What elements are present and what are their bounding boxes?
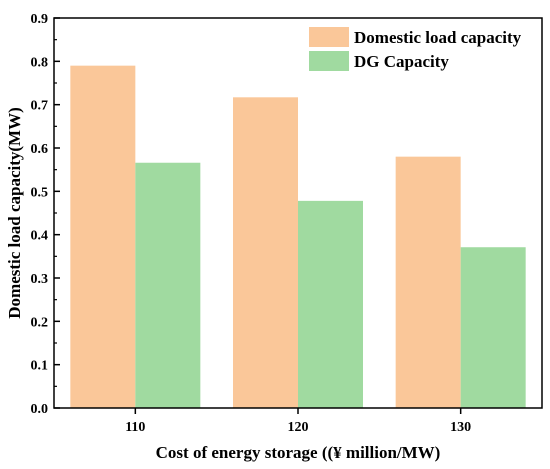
- bar-dg-capacity-120: [298, 200, 363, 408]
- bar-dg-capacity-110: [135, 162, 201, 408]
- y-tick-label: 0.9: [31, 12, 49, 27]
- y-axis-title: Domestic load capacity(MW): [5, 107, 24, 319]
- y-tick-label: 0.3: [31, 272, 49, 287]
- y-axis: 0.0 0.1 0.2 0.3 0.4 0.5 0.6 0.7 0.8 0.9: [31, 12, 60, 417]
- legend: Domestic load capacity DG Capacity: [309, 27, 522, 71]
- legend-swatch-dg-capacity: [309, 51, 349, 71]
- y-tick-label: 0.0: [31, 402, 49, 417]
- bar-domestic-load-120: [233, 97, 298, 409]
- y-tick-label: 0.7: [31, 99, 49, 114]
- x-tick-label-110: 110: [125, 420, 145, 435]
- x-tick-label-130: 130: [450, 420, 471, 435]
- y-tick-label: 0.6: [31, 142, 49, 157]
- bar-domestic-load-130: [395, 156, 461, 408]
- x-tick-label-120: 120: [288, 420, 309, 435]
- x-axis-title: Cost of energy storage ((¥ million/MW): [156, 443, 441, 462]
- y-tick-label: 0.4: [31, 229, 49, 244]
- legend-swatch-domestic-load: [309, 27, 349, 47]
- x-axis: 110 120 130: [125, 408, 471, 435]
- legend-label-domestic-load: Domestic load capacity: [354, 28, 522, 47]
- y-tick-label: 0.8: [31, 55, 49, 70]
- bars-layer: [70, 65, 526, 409]
- y-tick-label: 0.1: [31, 359, 49, 374]
- bar-dg-capacity-130: [460, 247, 526, 408]
- bar-domestic-load-110: [70, 65, 136, 409]
- y-tick-label: 0.2: [31, 315, 49, 330]
- legend-label-dg-capacity: DG Capacity: [354, 52, 449, 71]
- y-tick-label: 0.5: [31, 185, 49, 200]
